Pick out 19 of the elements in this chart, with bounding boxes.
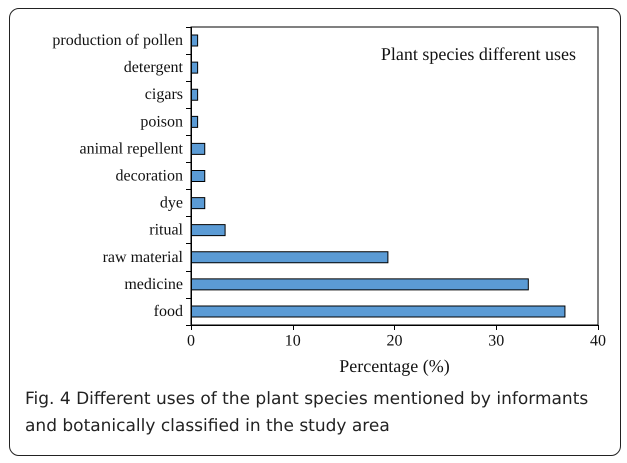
y-tick-label: decoration: [115, 168, 183, 184]
x-axis-title: Percentage (%): [339, 356, 450, 376]
y-tick-label: poison: [140, 113, 183, 130]
x-tick-label: 40: [590, 332, 606, 350]
text: Plant species different uses: [380, 44, 576, 64]
y-tick-label: food: [154, 302, 183, 320]
y-tick-label: production of pollen: [52, 32, 183, 50]
y-tick-label: raw material: [102, 248, 184, 266]
y-tick-label: ritual: [149, 222, 184, 239]
caption: Fig. 4 Different uses of the plant species mentioned by informants and botanically classified in the study area: [25, 388, 590, 438]
x-tick-label: 30: [488, 332, 504, 350]
y-tick-label: detergent: [124, 59, 184, 76]
x-tick-label: 0: [187, 332, 195, 350]
y-tick-label: animal repellent: [79, 140, 184, 158]
y-tick-label: medicine: [124, 276, 183, 293]
x-tick-label: 10: [284, 332, 301, 350]
x-tick-label: 20: [386, 332, 402, 350]
y-tick-label: dye: [160, 194, 183, 212]
y-tick-label: cigars: [144, 86, 183, 104]
